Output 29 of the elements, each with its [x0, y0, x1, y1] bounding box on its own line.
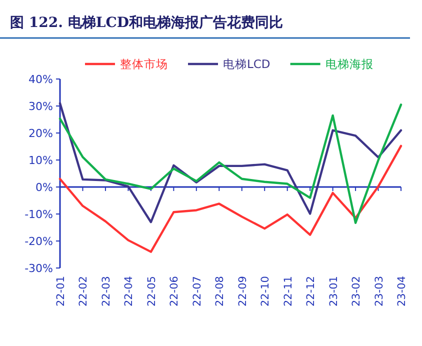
x-tick-label: 22-03 — [100, 276, 112, 307]
y-tick-label: 0% — [36, 181, 53, 194]
chart-title: 图 122. 电梯LCD和电梯海报广告花费同比 — [10, 14, 283, 31]
legend-label: 电梯海报 — [325, 57, 374, 71]
x-tick-label: 22-12 — [305, 276, 318, 307]
x-tick-label: 23-02 — [350, 276, 363, 307]
x-tick-label: 22-05 — [146, 276, 158, 307]
x-tick-label: 23-01 — [328, 276, 340, 307]
y-tick-label: 30% — [28, 100, 53, 113]
x-tick-label: 23-03 — [373, 276, 386, 307]
y-tick-label: -20% — [24, 235, 53, 248]
x-tick-label: 22-09 — [236, 276, 249, 307]
legend-label: 电梯LCD — [223, 57, 270, 71]
x-tick-label: 22-01 — [55, 276, 67, 307]
x-tick-label: 22-10 — [260, 276, 272, 307]
x-tick-label: 23-04 — [396, 276, 408, 307]
x-tick-label: 22-04 — [123, 276, 136, 307]
y-tick-label: 40% — [28, 73, 53, 86]
legend-label: 整体市场 — [120, 57, 168, 71]
x-tick-label: 22-06 — [168, 276, 181, 307]
x-tick-label: 22-11 — [282, 276, 294, 307]
y-tick-label: 10% — [28, 154, 53, 167]
y-tick-label: -10% — [24, 208, 53, 221]
line-series — [58, 144, 402, 253]
y-tick-label: 20% — [28, 127, 53, 140]
x-tick-label: 22-08 — [214, 276, 226, 307]
x-tick-label: 22-07 — [191, 276, 204, 307]
x-tick-label: 22-02 — [78, 276, 90, 307]
y-tick-label: -30% — [24, 262, 53, 275]
